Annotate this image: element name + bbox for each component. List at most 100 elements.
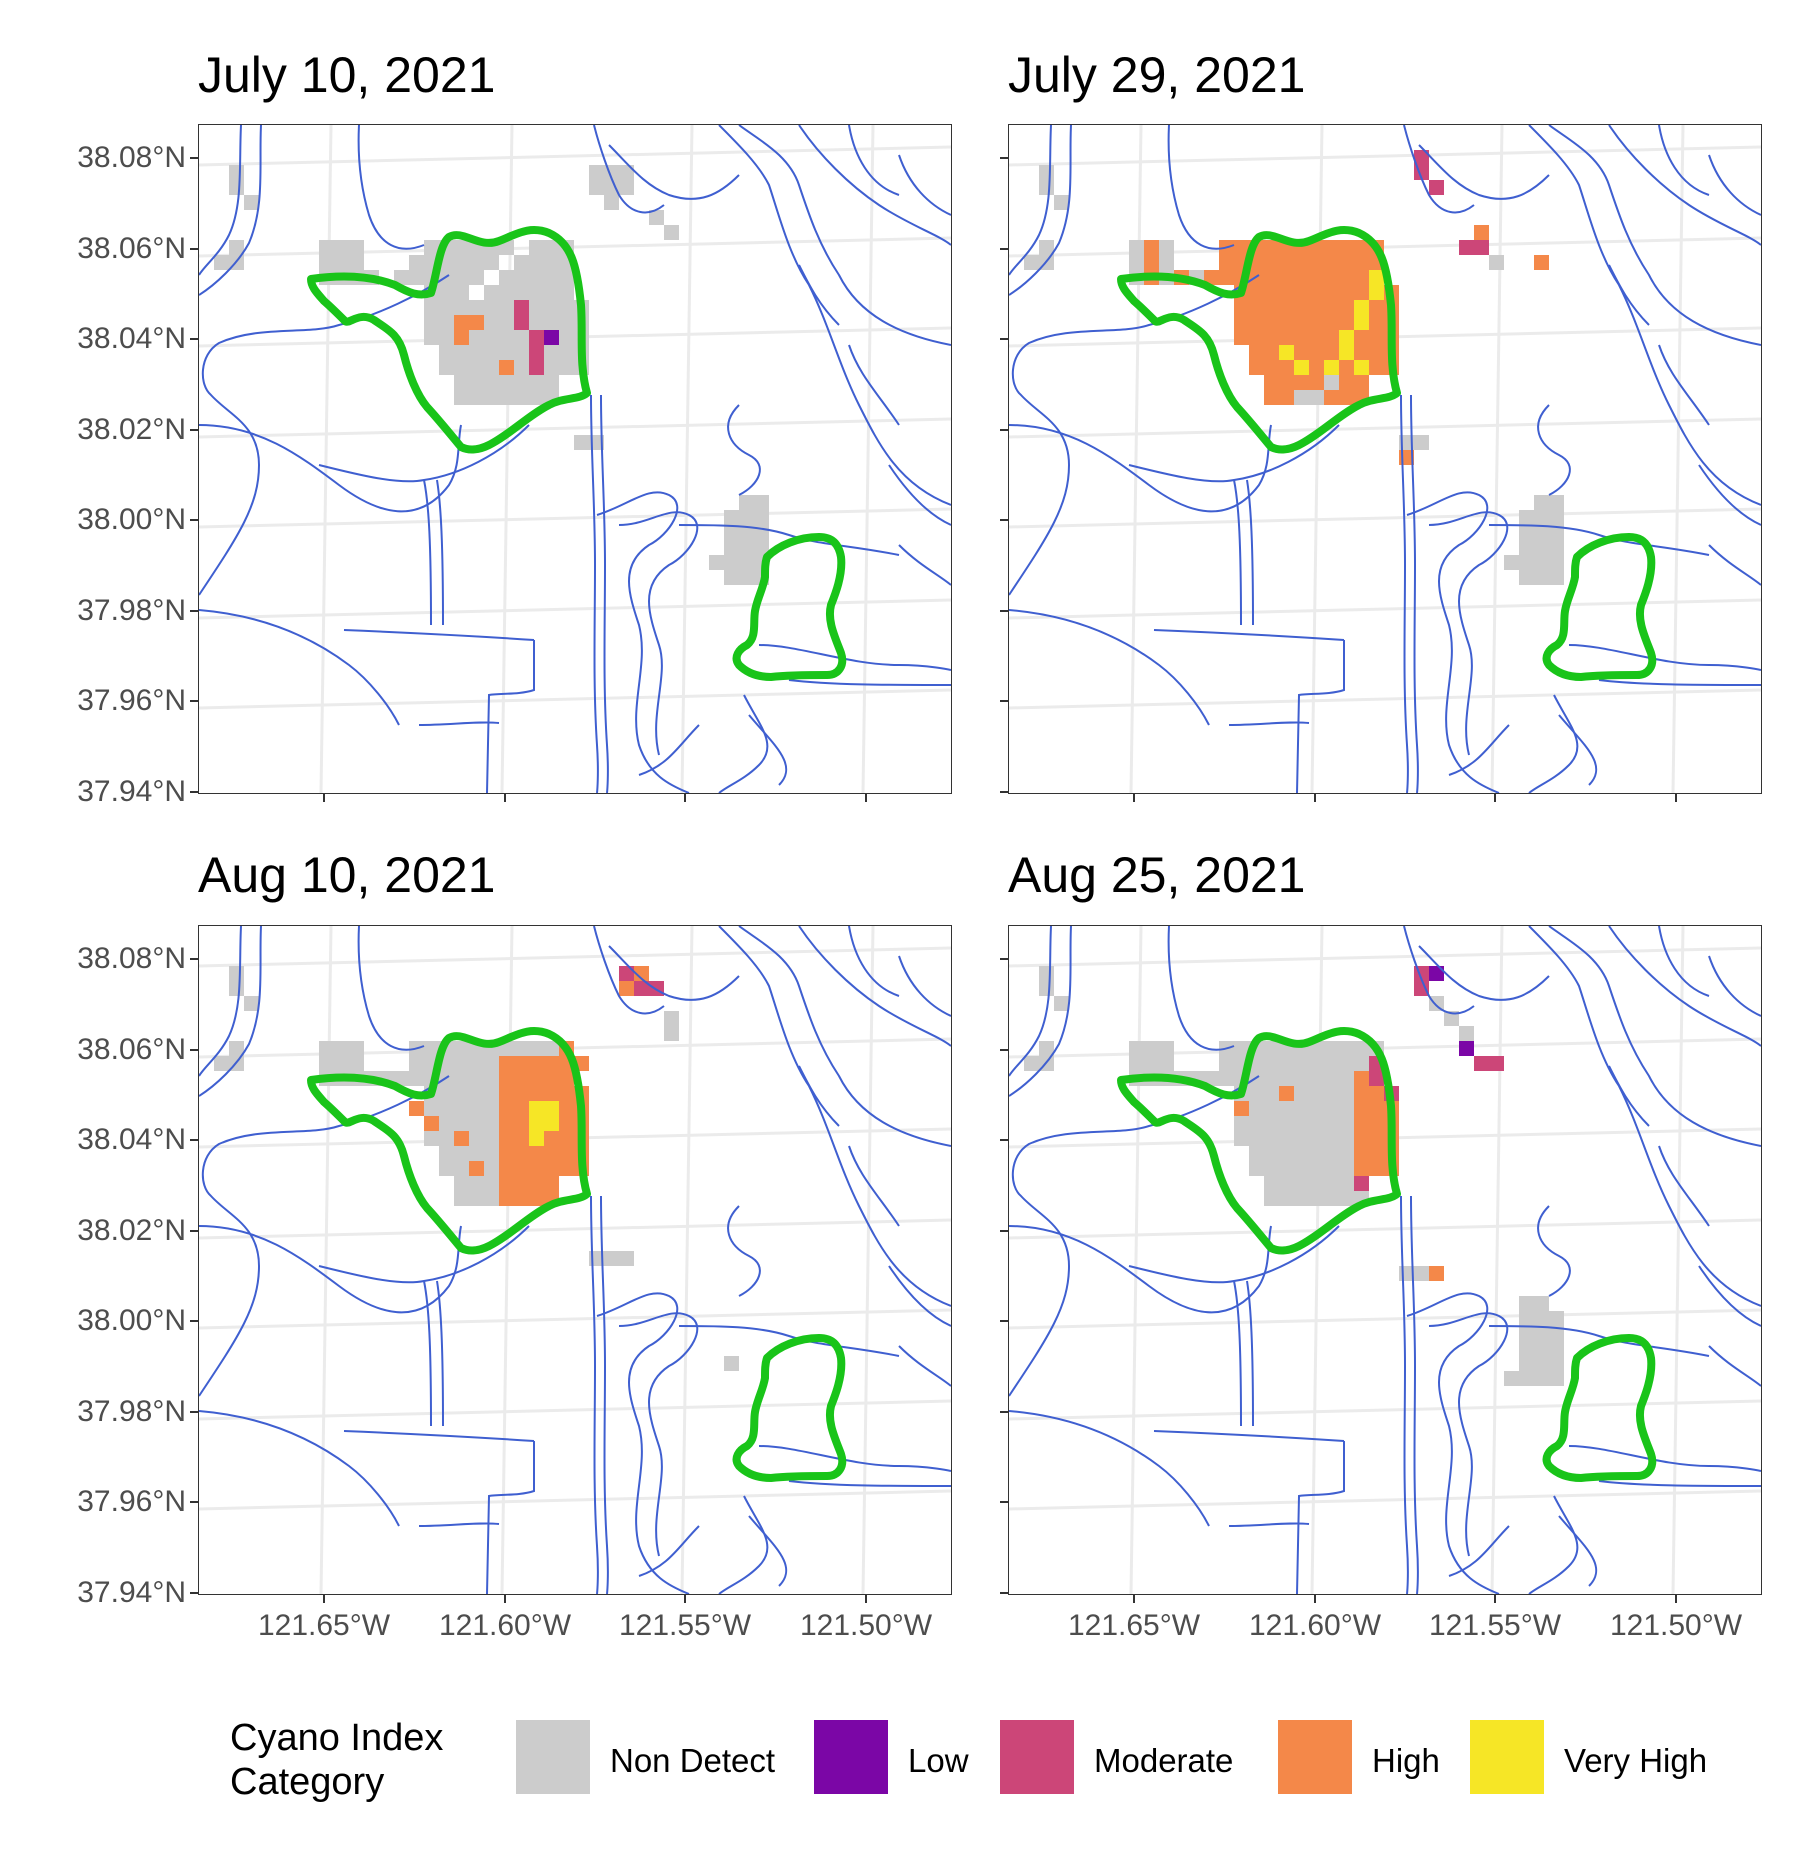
waterway-line: [798, 1065, 840, 1127]
cyano-pixel-nd: [1339, 1101, 1354, 1116]
y-tick-label: 37.94°N: [77, 775, 186, 808]
cyano-pixel-nd: [439, 345, 454, 360]
cyano-pixel-nd: [454, 285, 469, 300]
cyano-pixel-nd: [349, 1056, 364, 1071]
cyano-pixel-high: [1234, 315, 1249, 330]
cyano-pixel-nd: [409, 1071, 424, 1086]
cyano-pixel-vhigh: [1279, 345, 1294, 360]
cyano-pixel-high: [559, 1146, 574, 1161]
y-tick-mark: [1000, 1230, 1008, 1232]
waterway-line: [1528, 125, 1761, 506]
y-tick-label: 38.06°N: [77, 232, 186, 265]
waterway-line: [1658, 344, 1710, 426]
cyano-pixel-nd: [484, 255, 499, 270]
panel-title-july-10: July 10, 2021: [198, 47, 496, 103]
waterway-line: [1698, 464, 1761, 526]
y-tick-mark: [1000, 519, 1008, 521]
graticule-line: [199, 1399, 951, 1421]
cyano-pixel-nd: [529, 255, 544, 270]
cyano-pixel-nd: [559, 315, 574, 330]
cyano-pixel-high: [514, 1071, 529, 1086]
cyano-pixel-nd: [244, 996, 259, 1011]
graticule-line: [199, 598, 951, 620]
waterway-line: [1167, 125, 1235, 250]
cyano-pixel-high: [1354, 345, 1369, 360]
cyano-pixel-nd: [484, 1101, 499, 1116]
cyano-pixel-high: [514, 1056, 529, 1071]
y-tick-mark: [1000, 338, 1008, 340]
waterway-line: [848, 926, 900, 997]
cyano-pixel-high: [1279, 300, 1294, 315]
cyano-pixel-high: [454, 315, 469, 330]
cyano-pixel-low: [1459, 1041, 1474, 1056]
waterway-line: [199, 926, 242, 1077]
y-tick-mark: [190, 1139, 198, 1141]
cyano-pixel-high: [514, 1191, 529, 1206]
waterway-line: [758, 1445, 951, 1472]
cyano-pixel-high: [1309, 300, 1324, 315]
y-tick-mark: [1000, 1049, 1008, 1051]
cyano-pixel-nd: [1294, 1176, 1309, 1191]
waterway-line: [1418, 144, 1550, 200]
x-tick-mark: [684, 1595, 686, 1603]
cyano-pixel-nd: [469, 375, 484, 390]
cyano-pixel-nd: [1534, 1311, 1549, 1326]
cyano-pixel-nd: [1309, 1101, 1324, 1116]
cyano-pixel-nd: [1549, 525, 1564, 540]
cyano-pixel-vhigh: [529, 1116, 544, 1131]
graticule-line: [1490, 125, 1504, 793]
cyano-pixel-nd: [1264, 1131, 1279, 1146]
waterway-line: [718, 926, 951, 1307]
cyano-pixel-high: [514, 1131, 529, 1146]
waterway-line: [888, 464, 951, 526]
cyano-pixel-nd: [604, 1251, 619, 1266]
cyano-pixel-high: [1369, 1116, 1384, 1131]
cyano-pixel-nd: [1324, 1041, 1339, 1056]
cyano-pixel-nd: [409, 1056, 424, 1071]
waterway-line: [748, 1515, 788, 1587]
cyano-pixel-nd: [439, 300, 454, 315]
cyano-pixel-high: [1369, 360, 1384, 375]
cyano-pixel-nd: [1159, 1056, 1174, 1071]
cyano-pixel-nd: [469, 1176, 484, 1191]
waterway-line: [1568, 1445, 1761, 1472]
waterway-line: [618, 511, 699, 756]
cyano-pixel-high: [499, 1146, 514, 1161]
cyano-pixel-nd: [724, 525, 739, 540]
graticule-line: [1490, 926, 1504, 1594]
waterway-line: [1406, 1292, 1500, 1594]
cyano-pixel-nd: [1024, 255, 1039, 270]
cyano-pixel-nd: [1519, 1296, 1534, 1311]
graticule-line: [1009, 145, 1761, 167]
cyano-pixel-nd: [604, 195, 619, 210]
cyano-pixel-nd: [1309, 1161, 1324, 1176]
cyano-pixel-high: [409, 1101, 424, 1116]
cyano-pixel-nd: [529, 390, 544, 405]
waterway-line: [1568, 644, 1761, 671]
cyano-pixel-nd: [1219, 1056, 1234, 1071]
cyano-pixel-vhigh: [1339, 345, 1354, 360]
cyano-pixel-nd: [484, 1146, 499, 1161]
waterway-line: [738, 926, 951, 1147]
study-region-outline-west: [307, 226, 591, 454]
cyano-pixel-nd: [1039, 966, 1054, 981]
cyano-pixel-nd: [544, 240, 559, 255]
cyano-pixel-high: [1324, 240, 1339, 255]
cyano-pixel-low: [544, 330, 559, 345]
cyano-pixel-high: [559, 1071, 574, 1086]
y-tick-mark: [1000, 429, 1008, 431]
waterway-line: [1406, 491, 1500, 793]
cyano-pixel-mod: [619, 966, 634, 981]
y-tick-mark: [1000, 1411, 1008, 1413]
cyano-pixel-nd: [484, 1116, 499, 1131]
cyano-pixel-nd: [454, 270, 469, 285]
cyano-pixel-nd: [439, 330, 454, 345]
legend-label-high: High: [1372, 1742, 1440, 1779]
graticule-line: [861, 926, 875, 1594]
cyano-pixel-nd: [1534, 510, 1549, 525]
cyano-pixel-nd: [1294, 1086, 1309, 1101]
cyano-pixel-high: [529, 1146, 544, 1161]
cyano-pixel-high: [1279, 330, 1294, 345]
waterway-line: [748, 714, 788, 786]
cyano-pixel-nd: [724, 1356, 739, 1371]
